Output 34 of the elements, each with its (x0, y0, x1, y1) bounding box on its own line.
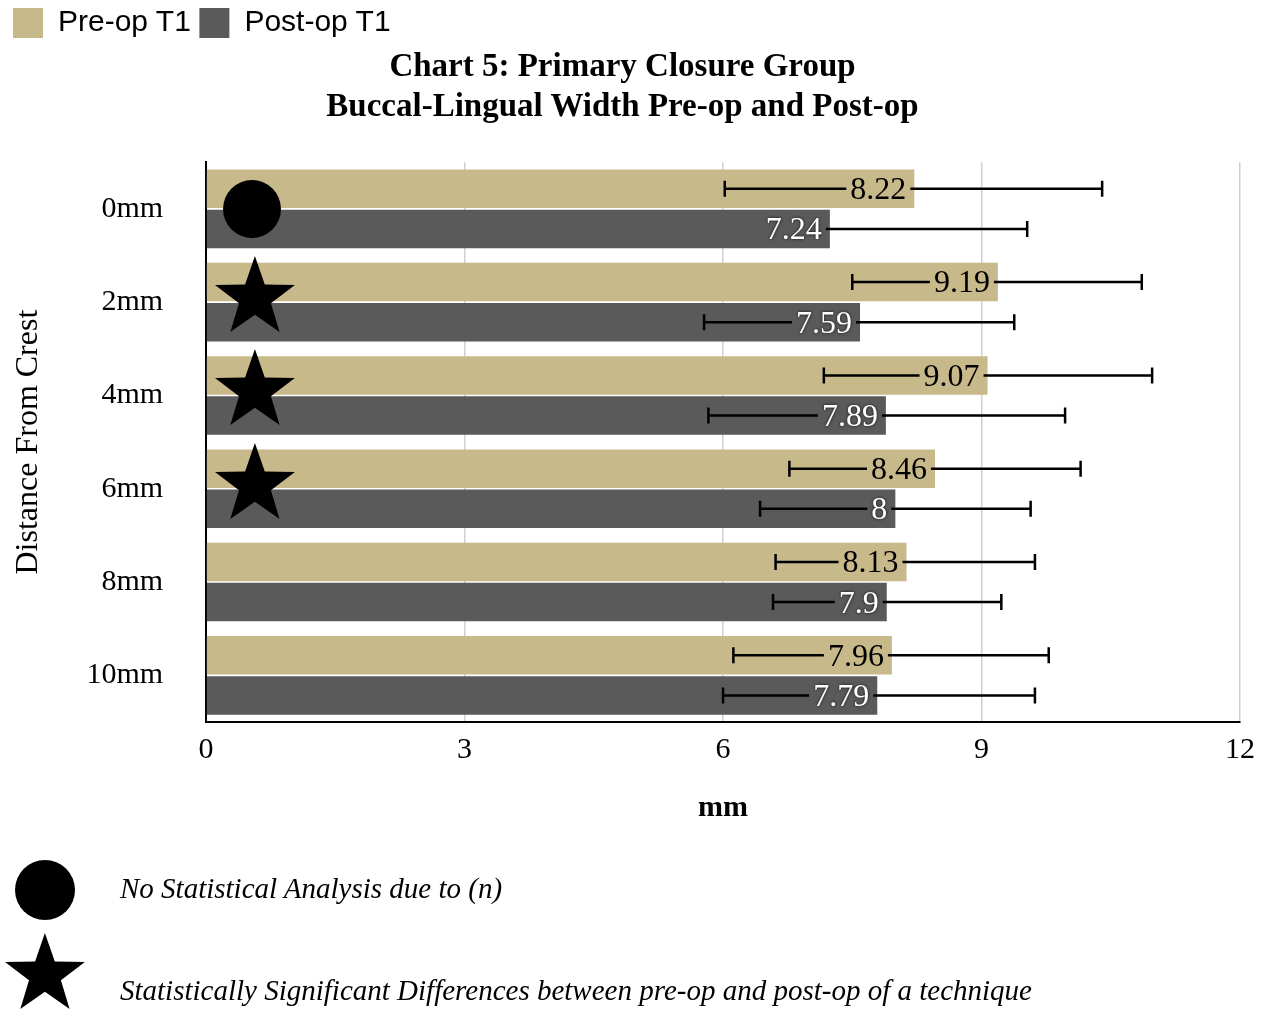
data-label: 8.46 (870, 450, 927, 487)
data-label: 7.89 (821, 396, 878, 433)
bar (206, 542, 907, 582)
data-label: 8.22 (850, 170, 907, 207)
y-tick-label: 10mm (86, 656, 164, 690)
x-tick-label: 0 (198, 730, 214, 764)
data-label: 7.59 (796, 303, 853, 340)
y-tick-label: 6mm (101, 469, 164, 503)
data-label: 7.79 (813, 676, 870, 713)
text: Statistically Significant Differences between pre-op and post-op of a technique (120, 974, 1032, 1007)
bar (206, 636, 892, 675)
x-tick-label: 12 (1225, 730, 1255, 764)
text: No Statistical Analysis due to (n) (120, 872, 503, 905)
data-label: 9.07 (923, 356, 980, 393)
x-axis-title: mm (698, 788, 749, 822)
bar (206, 582, 887, 622)
chart-title: Chart 5: Primary Closure Group Buccal-Lingual Width Pre-op and Post-op (326, 47, 919, 123)
y-tick-label: 8mm (101, 562, 164, 596)
y-tick-label: 2mm (101, 283, 164, 317)
data-label: 8 (871, 490, 888, 527)
bar (206, 676, 878, 715)
x-tick-label: 9 (974, 730, 990, 764)
y-tick-label: 4mm (101, 376, 164, 410)
data-label: 9.19 (933, 263, 990, 300)
data-label: 7.96 (827, 636, 884, 673)
data-label: 7.24 (765, 210, 822, 247)
legend-label: Pre-op T1 (58, 4, 191, 38)
data-label: 7.9 (838, 583, 879, 620)
data-label: 8.13 (842, 543, 899, 580)
legend-label: Post-op T1 (244, 4, 391, 38)
x-tick-label: 6 (715, 730, 731, 764)
y-tick-label: 0mm (101, 189, 164, 223)
y-axis-title: Distance From Crest (7, 309, 44, 575)
x-tick-label: 3 (457, 730, 473, 764)
